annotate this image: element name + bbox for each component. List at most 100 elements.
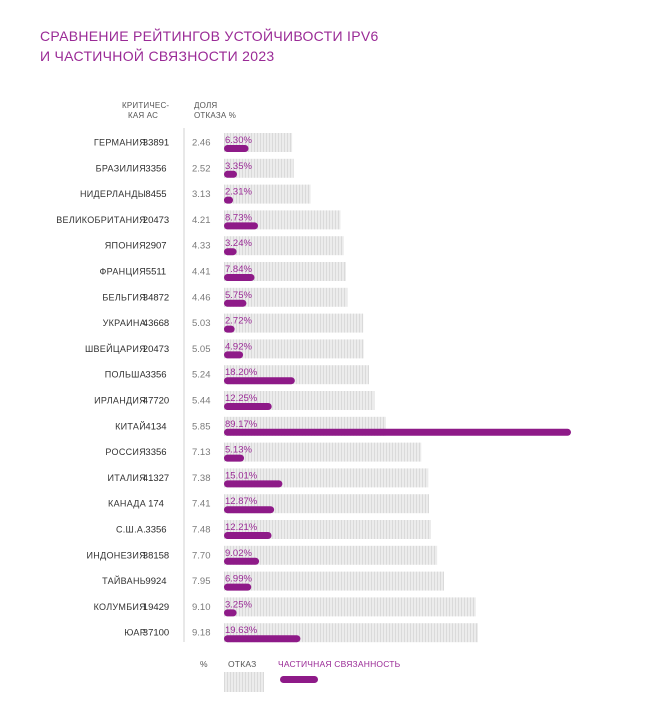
row-6-partial-label: 7.84%	[225, 264, 252, 275]
row-1-partial-bar	[224, 145, 249, 152]
row-19-failure-bar	[224, 597, 476, 617]
row-2-partial-bar	[224, 170, 237, 178]
row-16-failure-value: 7.48	[192, 525, 211, 536]
row-3-failure-value: 3.13	[192, 189, 211, 200]
row-12-country: КИТАЙ	[115, 420, 146, 431]
row-14-critical-as: 41327	[143, 473, 169, 484]
row-6-failure-value: 4.41	[192, 267, 211, 278]
row-10-critical-as: 3356	[145, 370, 166, 381]
row-20-partial-label: 19.63%	[225, 625, 258, 636]
chart-row: С.Ш.А. 3356 7.48 12.21%	[116, 520, 431, 539]
row-1-failure-value: 2.46	[192, 138, 211, 149]
row-9-partial-bar	[224, 351, 244, 359]
row-14-failure-value: 7.38	[192, 473, 211, 484]
row-9-country: ШВЕЙЦАРИЯ	[85, 343, 146, 354]
row-1-critical-as: 33891	[143, 138, 169, 149]
row-3-critical-as: 8455	[145, 189, 166, 200]
row-8-country: УКРАИНА	[103, 318, 146, 328]
row-17-partial-bar	[224, 557, 260, 565]
row-12-partial-bar	[224, 428, 571, 436]
row-4-partial-bar	[224, 222, 258, 230]
row-8-failure-value: 5.03	[192, 318, 211, 329]
row-18-failure-bar	[224, 571, 444, 591]
row-20-partial-bar	[224, 635, 301, 643]
chart-row: НИДЕРЛАНДЫ 8455 3.13 2.31%	[80, 184, 311, 204]
row-6-critical-as: 5511	[146, 267, 166, 278]
row-1-country: ГЕРМАНИЯ	[94, 138, 146, 148]
row-8-critical-as: 43668	[143, 318, 169, 329]
row-18-partial-bar	[224, 583, 252, 591]
row-18-critical-as: 9924	[145, 576, 166, 587]
row-4-critical-as: 20473	[143, 215, 169, 226]
row-14-partial-bar	[224, 480, 283, 488]
row-19-partial-bar	[224, 609, 237, 617]
row-13-partial-label: 5.13%	[225, 445, 252, 456]
row-14-partial-label: 15.01%	[225, 470, 258, 481]
row-16-partial-bar	[224, 532, 272, 539]
row-9-partial-label: 4.92%	[225, 341, 252, 352]
row-6-failure-bar	[224, 262, 346, 281]
chart-title-line-1: СРАВНЕНИЕ РЕЙТИНГОВ УСТОЙЧИВОСТИ IPV6	[40, 28, 379, 44]
row-12-partial-label: 89.17%	[225, 419, 258, 430]
row-19-failure-value: 9.10	[192, 602, 211, 613]
row-15-failure-value: 7.41	[192, 499, 211, 510]
row-9-failure-bar	[224, 339, 364, 359]
row-11-failure-value: 5.44	[192, 396, 211, 407]
row-18-partial-label: 6.99%	[225, 574, 252, 585]
chart-title: СРАВНЕНИЕ РЕЙТИНГОВ УСТОЙЧИВОСТИ IPV6 И …	[40, 26, 460, 66]
row-16-critical-as: 3356	[145, 525, 166, 536]
row-18-failure-value: 7.95	[192, 576, 211, 587]
chart-row: БРАЗИЛИЯ 3356 2.52 3.35%	[96, 158, 294, 178]
row-14-country: ИТАЛИЯ	[107, 473, 146, 483]
row-5-critical-as: 2907	[145, 241, 166, 252]
row-13-country: РОССИЯ	[105, 447, 146, 457]
row-7-failure-value: 4.46	[192, 292, 211, 303]
row-11-partial-bar	[224, 403, 272, 410]
chart-row: ЯПОНИЯ 2907 4.33 3.24%	[105, 236, 344, 256]
row-9-failure-value: 5.05	[192, 344, 211, 355]
row-15-country: КАНАДА	[108, 499, 146, 509]
row-10-partial-label: 18.20%	[225, 367, 258, 378]
header-failure-line-1: ДОЛЯ	[194, 101, 217, 110]
header-critical-line-1: КРИТИЧЕС-	[122, 101, 169, 110]
row-20-critical-as: 37100	[143, 628, 169, 639]
row-8-partial-label: 2.72%	[225, 316, 252, 327]
row-13-failure-value: 7.13	[192, 447, 211, 458]
chart-row: ТАЙВАНЬ 9924 7.95 6.99%	[102, 571, 444, 591]
row-17-critical-as: 38158	[143, 550, 169, 561]
legend-partial-label: ЧАСТИЧНАЯ СВЯЗАННОСТЬ	[278, 659, 401, 669]
row-17-failure-value: 7.70	[192, 550, 211, 561]
row-11-critical-as: 47720	[143, 396, 169, 407]
row-6-partial-bar	[224, 274, 255, 281]
row-2-partial-label: 3.35%	[225, 161, 252, 172]
row-16-partial-label: 12.21%	[225, 522, 258, 533]
row-5-partial-bar	[224, 248, 237, 256]
row-19-critical-as: 19429	[143, 602, 169, 613]
row-4-partial-label: 8.73%	[225, 212, 252, 223]
row-10-failure-value: 5.24	[192, 370, 211, 381]
row-17-failure-bar	[224, 545, 438, 565]
row-6-country: ФРАНЦИЯ	[100, 267, 146, 277]
row-7-failure-bar	[224, 287, 348, 307]
row-15-partial-bar	[224, 506, 275, 514]
row-8-failure-bar	[224, 313, 364, 333]
legend-failure-label: ОТКАЗ	[228, 659, 256, 669]
row-15-partial-label: 12.87%	[225, 496, 258, 507]
chart-row: РОССИЯ 3356 7.13 5.13%	[105, 442, 422, 462]
row-10-country: ПОЛЬША	[105, 370, 146, 380]
row-5-failure-value: 4.33	[192, 241, 211, 252]
row-7-partial-bar	[224, 299, 247, 307]
row-17-partial-label: 9.02%	[225, 548, 252, 559]
legend-failure-swatch	[224, 672, 264, 692]
row-7-partial-label: 5.75%	[225, 290, 252, 301]
row-3-partial-bar	[224, 196, 233, 204]
row-15-critical-as: 174	[148, 499, 164, 510]
